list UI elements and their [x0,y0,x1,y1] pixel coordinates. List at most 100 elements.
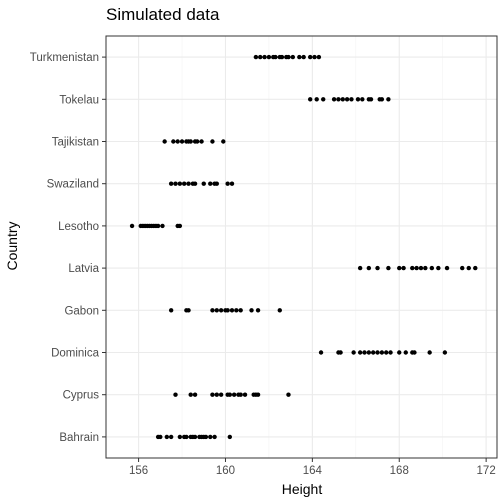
data-point [290,54,296,60]
data-point [188,392,193,397]
data-point [201,181,206,186]
data-point [357,350,363,355]
data-point [318,350,324,355]
y-tick-label: Latvia [68,263,99,275]
data-point [366,265,372,271]
data-point [234,308,239,313]
data-point [414,265,419,271]
data-point [360,97,365,102]
data-point [277,308,282,313]
data-point [403,350,408,355]
data-point [221,139,226,144]
data-point [192,181,198,186]
data-point [173,392,178,397]
data-point [171,139,176,144]
x-tick-label: 160 [216,465,235,477]
data-point [214,308,219,313]
data-point [344,97,350,102]
data-point [214,392,219,397]
data-point [379,97,385,102]
y-axis-title: Country [4,221,20,270]
data-point [177,223,183,229]
y-tick-label: Tajikistan [52,137,99,149]
data-point [231,392,237,397]
data-point [349,97,354,102]
data-point [427,350,432,355]
data-point [410,265,415,271]
x-tick-label: 156 [129,465,148,477]
data-point [375,265,380,271]
data-point [473,265,478,271]
data-point [307,97,313,102]
y-axis-ticks: Bahrain Cyprus Dominica Gabon Latvia Lesotho S… [30,52,106,444]
data-point [162,139,167,144]
data-point [386,97,391,102]
data-point [375,350,380,355]
plot-panel [106,36,497,458]
data-point [412,350,417,355]
data-point [208,434,213,440]
data-point [297,54,302,60]
y-tick-label: Gabon [64,305,99,317]
data-point [312,54,317,60]
data-point [336,97,341,102]
data-point [229,181,235,186]
data-point [301,54,306,60]
data-point [184,434,189,440]
data-point [429,265,435,271]
data-point [203,434,209,440]
data-point [229,308,235,313]
data-point [182,181,187,186]
data-point [255,392,261,397]
data-point [186,308,191,313]
minor-gridlines [181,36,443,458]
data-point [307,54,313,60]
panel-background [106,36,497,458]
data-point [188,139,193,144]
data-point [351,350,356,355]
data-point [227,434,233,440]
panel-outline [105,35,498,459]
data-point [316,54,322,60]
x-axis-ticks: 156 160 164 168 172 [129,458,496,477]
data-point [362,350,367,355]
data-point [436,265,441,271]
data-point [155,223,161,229]
data-point [423,265,428,271]
x-tick-label: 168 [390,465,409,477]
data-point [195,139,200,144]
data-point [192,392,198,397]
data-point [179,139,185,144]
data-point [266,54,272,60]
data-point [175,139,180,144]
data-point [225,181,230,186]
data-point [242,392,248,397]
y-tick-label: Tokelau [59,94,99,106]
data-point [338,350,343,355]
data-point [249,308,254,313]
y-tick-label: Cyprus [63,390,100,402]
data-points [129,54,478,440]
data-point [192,434,198,440]
y-tick-label: Bahrain [59,432,99,444]
data-point [218,308,224,313]
data-point [173,181,178,186]
y-tick-label: Lesotho [58,221,99,233]
data-point [386,265,391,271]
panel-border [105,35,498,459]
data-point [314,97,319,102]
data-point [168,308,174,313]
x-axis-title: Height [282,481,323,497]
data-point [208,181,213,186]
data-point [262,54,267,60]
data-point [397,350,402,355]
data-point [466,265,471,271]
data-point [168,181,174,186]
data-point [258,54,263,60]
data-point [331,97,337,102]
data-point [210,392,215,397]
data-point [253,54,259,60]
data-point [444,265,450,271]
data-point [286,392,291,397]
data-point [212,434,217,440]
